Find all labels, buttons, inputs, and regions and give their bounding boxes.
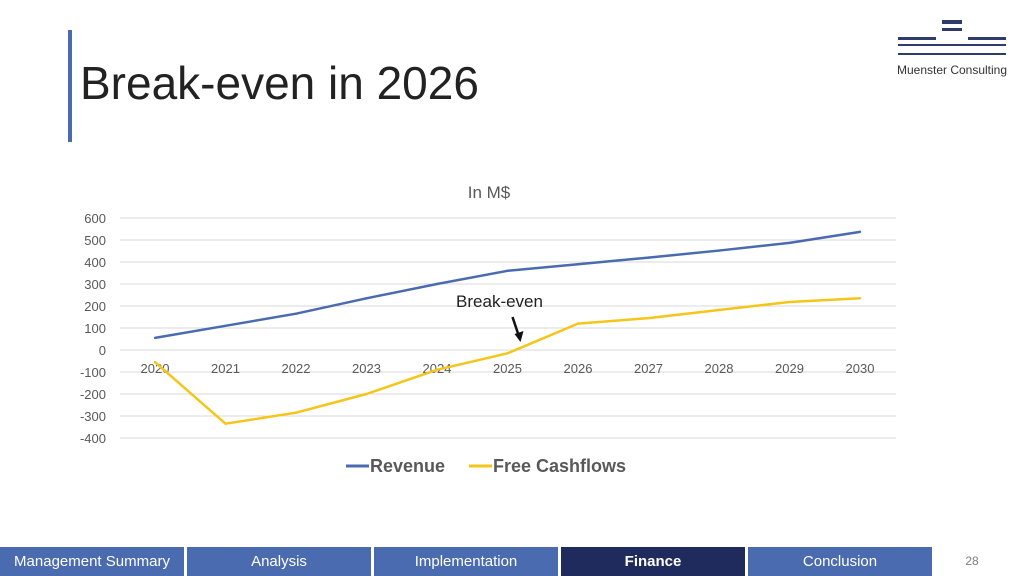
y-tick-label: -100	[80, 365, 106, 380]
chart-title: In M$	[468, 183, 511, 202]
x-tick-label: 2030	[846, 361, 875, 376]
legend-revenue-label: Revenue	[370, 456, 445, 476]
free-cashflows-point	[647, 316, 650, 320]
revenue-line	[154, 230, 861, 340]
free-cashflows-point	[576, 322, 580, 325]
y-tick-label: -200	[80, 387, 106, 402]
page-title: Break-even in 2026	[80, 57, 479, 109]
x-tick-label: 2022	[282, 361, 311, 376]
line-chart: In M$ 600 500 400 300 200 100 0 -100 -200 -300 -400…	[80, 183, 896, 476]
y-tick-label: 0	[99, 343, 106, 358]
revenue-point	[717, 249, 721, 252]
x-tick-label: 2029	[775, 361, 804, 376]
revenue-point	[365, 297, 368, 300]
revenue-point	[576, 263, 580, 266]
revenue-point	[224, 324, 227, 327]
y-tick-label: 200	[84, 299, 106, 314]
revenue-point	[788, 241, 791, 245]
title-accent-bar	[68, 30, 72, 142]
free-cashflows-point	[224, 422, 227, 425]
section-navigation: Management Summary Analysis Implementation…	[0, 547, 1024, 576]
nav-tab-analysis[interactable]: Analysis	[187, 547, 371, 576]
break-even-annotation: Break-even	[456, 292, 543, 311]
free-cashflows-point	[153, 360, 157, 364]
free-cashflows-point	[294, 411, 298, 414]
x-tick-label: 2026	[564, 361, 593, 376]
revenue-point	[506, 269, 509, 272]
annotation-arrow-head	[514, 331, 524, 342]
x-tick-label: 2025	[493, 361, 522, 376]
nav-tab-management-summary[interactable]: Management Summary	[0, 547, 184, 576]
nav-tab-conclusion[interactable]: Conclusion	[748, 547, 932, 576]
y-tick-label: -300	[80, 409, 106, 424]
free-cashflows-point	[717, 308, 721, 312]
y-tick-label: 400	[84, 255, 106, 270]
free-cashflows-point	[365, 392, 368, 396]
legend-cashflow-label: Free Cashflows	[493, 456, 626, 476]
y-tick-label: 300	[84, 277, 106, 292]
y-tick-label: 100	[84, 321, 106, 336]
y-tick-label: 500	[84, 233, 106, 248]
x-tick-label: 2021	[211, 361, 240, 376]
x-tick-label: 2020	[141, 361, 170, 376]
page-number: 28	[965, 554, 979, 568]
free-cashflows-point	[788, 300, 791, 304]
y-tick-label: -400	[80, 431, 106, 446]
free-cashflows-point	[506, 352, 509, 355]
annotation-arrow-shaft	[511, 316, 520, 336]
x-tick-label: 2023	[352, 361, 381, 376]
revenue-point	[647, 256, 650, 259]
free-cashflows-point	[858, 297, 862, 300]
revenue-point	[294, 312, 298, 315]
nav-tab-finance[interactable]: Finance	[561, 547, 745, 576]
nav-tab-implementation[interactable]: Implementation	[374, 547, 558, 576]
company-logo	[898, 20, 1006, 55]
x-tick-label: 2028	[705, 361, 734, 376]
free-cashflows-point	[435, 368, 439, 371]
x-tick-label: 2027	[634, 361, 663, 376]
revenue-point	[153, 336, 157, 340]
revenue-point	[858, 230, 862, 234]
logo-text: Muenster Consulting	[896, 63, 1008, 77]
y-tick-label: 600	[84, 211, 106, 226]
revenue-point	[435, 282, 439, 286]
